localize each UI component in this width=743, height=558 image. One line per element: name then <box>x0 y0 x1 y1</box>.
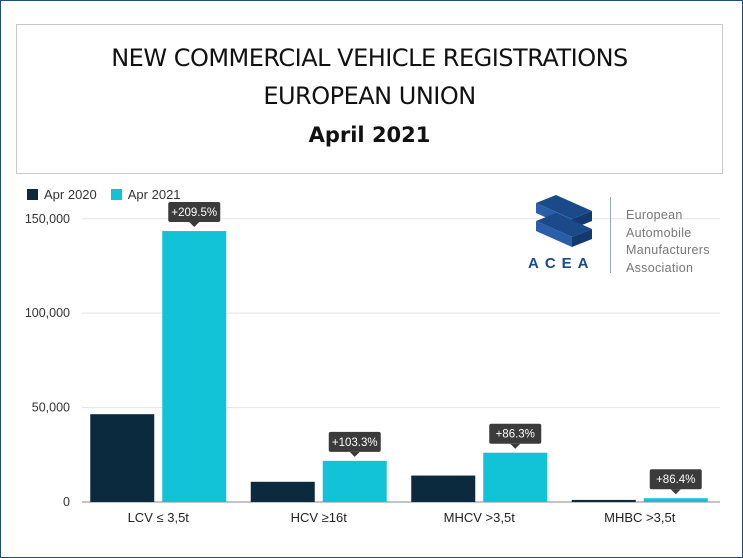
logo-divider <box>610 197 611 273</box>
bar-apr-2021 <box>643 498 708 502</box>
change-label-box <box>649 469 702 490</box>
bar-apr-2021 <box>483 452 548 502</box>
bar-apr-2021 <box>322 460 387 502</box>
x-category-label: LCV ≤ 3,5t <box>128 510 190 525</box>
legend-label-apr-2020: Apr 2020 <box>44 187 97 202</box>
acea-full-name: European Automobile Manufacturers Associ… <box>626 207 710 277</box>
acea-name-line-1: European <box>626 208 683 222</box>
change-label-pointer <box>510 443 521 449</box>
chart-legend: Apr 2020 Apr 2021 <box>27 187 195 202</box>
acea-emblem-icon <box>536 195 592 247</box>
change-label-pointer <box>189 222 200 228</box>
bar-apr-2020 <box>411 475 476 502</box>
change-label-box <box>168 202 221 223</box>
change-label: +86.3% <box>496 429 535 441</box>
acea-logo: ACEA European Automobile Manufacturers A… <box>528 195 728 275</box>
change-label: +86.4% <box>656 474 695 486</box>
x-category-label: HCV ≥16t <box>291 510 348 525</box>
chart-title-line-1: NEW COMMERCIAL VEHICLE REGISTRATIONS <box>111 44 628 72</box>
chart-title-line-2: EUROPEAN UNION <box>263 82 476 110</box>
legend-item-apr-2020: Apr 2020 <box>27 187 97 202</box>
bar-apr-2020 <box>90 414 155 502</box>
change-label-pointer <box>670 489 681 495</box>
chart-subtitle: April 2021 <box>308 123 431 147</box>
acea-name-line-2: Automobile <box>626 225 692 240</box>
x-category-label: MHCV >3,5t <box>444 510 516 525</box>
x-category-label: MHBC >3,5t <box>604 510 676 525</box>
y-tick-label: 150,000 <box>25 212 70 226</box>
change-label-box <box>489 423 542 444</box>
bar-apr-2020 <box>250 481 315 502</box>
bar-apr-2021 <box>162 231 227 502</box>
title-box: NEW COMMERCIAL VEHICLE REGISTRATIONS EUR… <box>16 24 723 174</box>
legend-swatch-apr-2020 <box>27 189 38 200</box>
y-tick-label: 50,000 <box>32 401 70 415</box>
legend-item-apr-2021: Apr 2021 <box>110 187 181 202</box>
acea-acronym: ACEA <box>528 255 595 272</box>
acea-name-line-4: Association <box>626 260 694 275</box>
change-label: +209.5% <box>171 207 217 219</box>
y-tick-label: 100,000 <box>25 306 70 320</box>
change-label: +103.3% <box>332 437 378 449</box>
acea-name-line-3: Manufacturers <box>626 243 710 257</box>
y-tick-label: 0 <box>63 495 70 509</box>
change-label-pointer <box>349 451 360 457</box>
legend-swatch-apr-2021 <box>110 189 122 200</box>
bar-apr-2020 <box>571 499 636 502</box>
legend-label-apr-2021: Apr 2021 <box>127 187 181 202</box>
change-label-box <box>328 431 381 452</box>
